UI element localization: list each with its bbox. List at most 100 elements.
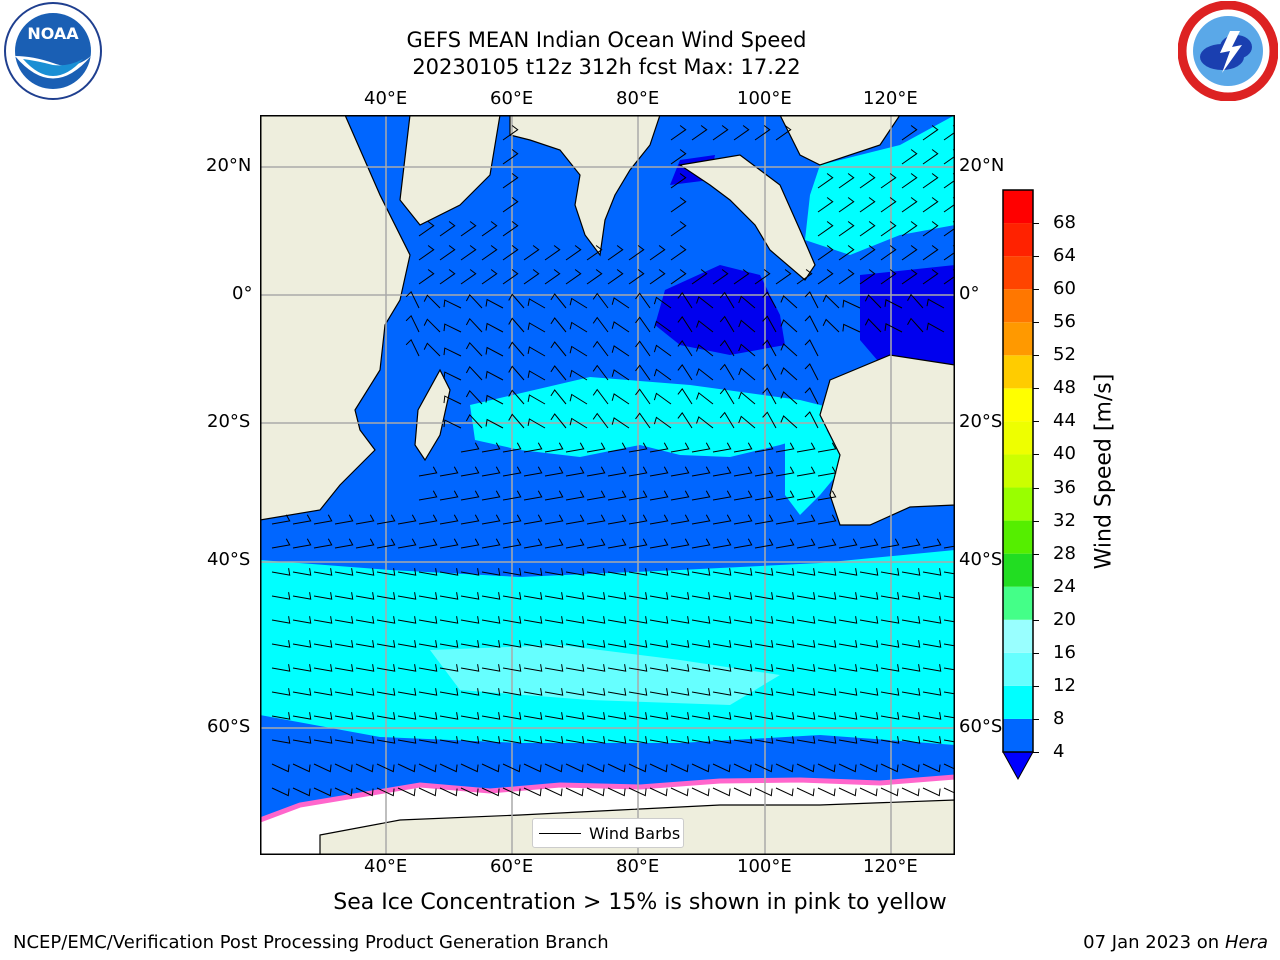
wind-barb: [670, 592, 690, 600]
wind-barb: [443, 371, 462, 381]
wind-barb: [901, 149, 918, 165]
wind-barb: [527, 346, 546, 357]
wind-barb: [796, 787, 815, 797]
wind-barb: [607, 442, 627, 453]
wind-barb: [481, 592, 501, 600]
wind-barb: [780, 415, 798, 429]
wind-barb: [838, 197, 855, 213]
wind-barb: [355, 640, 375, 648]
wind-barb: [653, 368, 672, 381]
wind-barb: [817, 688, 837, 696]
wind-barb: [880, 173, 897, 189]
wind-barb: [460, 787, 479, 797]
wind-barb: [922, 616, 942, 624]
wind-barb: [481, 245, 498, 261]
wind-barb: [838, 736, 858, 744]
wind-barb: [691, 568, 711, 576]
wind-barb: [796, 568, 816, 576]
wind-barb: [733, 490, 753, 501]
colorbar-segment: [1003, 289, 1033, 323]
wind-barb: [334, 538, 354, 549]
nws-logo: [1177, 0, 1279, 102]
wind-barb: [439, 787, 458, 797]
wind-barb: [481, 466, 501, 477]
wind-barb: [859, 538, 879, 549]
wind-barb: [586, 269, 603, 285]
lat-tick-right: 60°S: [959, 716, 1003, 737]
colorbar-tick-mark: [1033, 752, 1039, 753]
wind-barb: [817, 616, 837, 624]
wind-barb: [649, 712, 669, 720]
lat-tick-left: 0°: [232, 283, 253, 304]
wind-barb: [460, 245, 477, 261]
wind-barb: [775, 763, 794, 773]
wind-barb: [313, 736, 333, 744]
wind-barb: [817, 514, 837, 525]
wind-barb: [762, 363, 777, 381]
wind-barb: [670, 442, 690, 453]
wind-barb: [611, 297, 630, 309]
wind-barb: [733, 568, 753, 576]
wind-barb: [796, 616, 816, 624]
wind-barb: [838, 221, 855, 237]
wind-barb: [864, 318, 882, 333]
wind-barb: [670, 245, 687, 261]
wind-barb: [485, 322, 504, 333]
wind-barb: [738, 391, 756, 405]
wind-barb: [355, 736, 375, 744]
wind-barb: [397, 640, 417, 648]
wind-barb: [677, 388, 693, 405]
wind-barb: [712, 538, 732, 549]
wind-barb: [439, 688, 459, 696]
lat-tick-left: 60°S: [207, 716, 251, 737]
wind-barb: [754, 514, 774, 525]
wind-barb: [922, 538, 942, 549]
wind-barb: [796, 442, 816, 453]
wind-barb: [762, 291, 777, 309]
colorbar-tick-label: 12: [1053, 674, 1076, 696]
wind-barb: [670, 712, 690, 720]
wind-barb: [775, 568, 795, 576]
wind-barb: [635, 364, 651, 381]
wind-barb: [460, 538, 480, 549]
wind-barb: [691, 640, 711, 648]
wind-barb: [754, 664, 774, 672]
wind-barb: [775, 490, 795, 501]
wind-barb: [292, 514, 312, 525]
wind-barb: [544, 568, 564, 576]
wind-barbs-layer: [271, 125, 963, 797]
land-india: [509, 114, 661, 257]
wind-barb: [712, 490, 732, 501]
wind-barb: [738, 319, 756, 333]
wind-barb: [649, 664, 669, 672]
wind-barb: [502, 125, 519, 141]
wind-barb: [880, 197, 897, 213]
wind-barb: [418, 640, 438, 648]
wind-barb: [313, 640, 333, 648]
wind-barb: [733, 787, 752, 797]
wind-barb: [460, 736, 480, 744]
wind-barb: [523, 568, 543, 576]
wind-barb: [460, 490, 480, 501]
wind-barb: [481, 664, 501, 672]
wind-barb: [460, 763, 479, 773]
wind-barb: [523, 688, 543, 696]
wind-barb: [460, 568, 480, 576]
wind-barb: [712, 616, 732, 624]
wind-barb: [508, 293, 525, 309]
wind-barb: [292, 664, 312, 672]
wind-barb: [569, 417, 588, 429]
colorbar-segment: [1003, 718, 1033, 752]
wind-barb: [922, 173, 939, 189]
map-title-line2: 20230105 t12z 312h fcst Max: 17.22: [412, 55, 801, 79]
wind-barb: [439, 736, 459, 744]
wind-barb: [569, 393, 588, 405]
wind-barb: [922, 787, 941, 797]
wind-barb: [460, 712, 480, 720]
wind-barb: [922, 149, 939, 165]
wind-barb: [586, 592, 606, 600]
wind-barb: [649, 736, 669, 744]
wind-barb: [355, 568, 375, 576]
lon-tick-top: 120°E: [863, 88, 918, 109]
wind-barb: [397, 616, 417, 624]
